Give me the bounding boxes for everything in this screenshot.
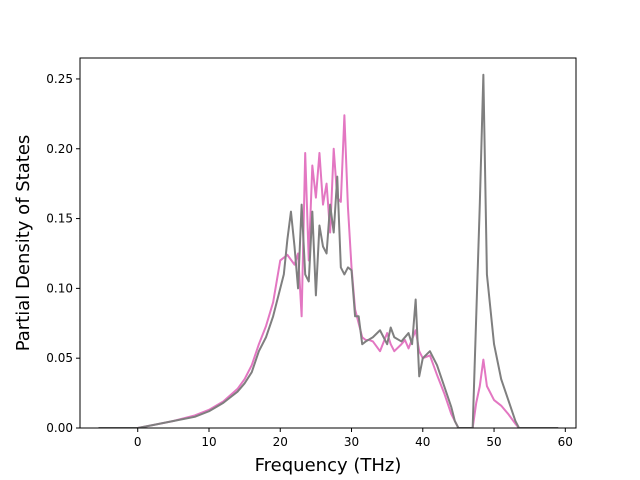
y-axis-ticks: 0.00 0.05 0.10 0.15 0.20 0.25 (46, 72, 80, 435)
y-axis-label: Partial Density of States (13, 135, 34, 352)
plot-frame (79, 57, 577, 429)
y-tick-label: 0.00 (46, 421, 73, 435)
x-tick-label: 50 (486, 435, 501, 449)
y-tick-label: 0.25 (46, 72, 73, 86)
series-layer (98, 73, 559, 428)
x-tick-label: 10 (201, 435, 216, 449)
y-tick-label: 0.20 (46, 142, 73, 156)
y-tick-label: 0.10 (46, 281, 73, 295)
x-axis-ticks: 0 10 20 30 40 50 60 (134, 428, 573, 449)
x-tick-label: 40 (415, 435, 430, 449)
x-tick-label: 0 (134, 435, 142, 449)
series-line-2 (98, 73, 559, 428)
x-tick-label: 30 (344, 435, 359, 449)
x-axis-label: Frequency (THz) (255, 455, 402, 476)
y-tick-label: 0.05 (46, 351, 73, 365)
x-tick-label: 60 (558, 435, 573, 449)
x-tick-label: 20 (273, 435, 288, 449)
y-tick-label: 0.15 (46, 212, 73, 226)
